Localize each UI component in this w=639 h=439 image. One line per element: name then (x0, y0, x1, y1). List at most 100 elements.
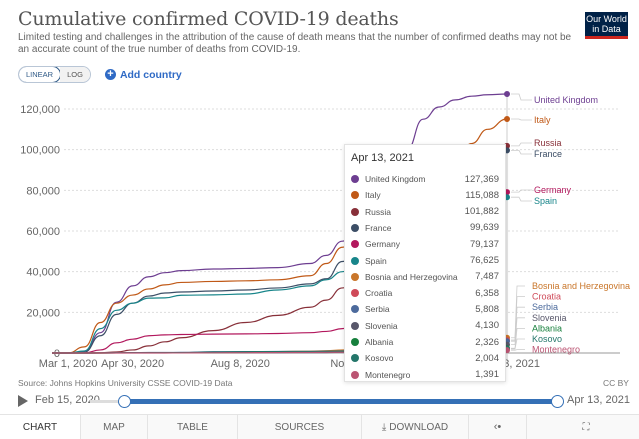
end-label-bosnia-and-herzegovina: Bosnia and Herzegovina (532, 281, 630, 291)
tooltip-value: 1,391 (475, 369, 499, 381)
tooltip-value: 4,130 (475, 320, 499, 332)
tab-download-label: DOWNLOAD (389, 421, 449, 433)
tooltip-country: France (365, 222, 392, 233)
legend-dot-icon (351, 272, 359, 281)
y-tick-label: 80,000 (26, 185, 60, 197)
tooltip-value: 2,004 (475, 352, 499, 364)
share-icon: ‹• (493, 421, 502, 433)
end-label-spain: Spain (534, 196, 557, 206)
tooltip-row: France 99,639 (351, 221, 499, 235)
end-label-connector (511, 317, 525, 346)
end-label-serbia: Serbia (532, 302, 558, 312)
fullscreen-icon: ⛶ (582, 421, 590, 433)
tab-table[interactable]: TABLE (147, 415, 237, 439)
legend-dot-icon (351, 354, 359, 363)
play-icon[interactable] (18, 395, 28, 407)
tab-map[interactable]: MAP (80, 415, 147, 439)
tooltip-row: Montenegro 1,391 (351, 368, 499, 382)
end-label-russia: Russia (534, 138, 562, 148)
end-label-united-kingdom: United Kingdom (534, 95, 598, 105)
fullscreen-button[interactable]: ⛶ (526, 415, 639, 439)
legend-dot-icon (351, 191, 359, 200)
tooltip-value: 5,808 (475, 303, 499, 315)
end-label-italy: Italy (534, 115, 551, 125)
end-label-connector (511, 338, 525, 350)
x-tick-label: Mar 1, 2020 (39, 358, 98, 370)
tab-bar: CHART MAP TABLE SOURCES ⤓ DOWNLOAD ‹• ⛶ (0, 414, 639, 439)
logo-line-1: Our World (586, 14, 627, 24)
legend-dot-icon (351, 338, 359, 346)
end-point-italy (504, 115, 510, 122)
y-tick-label: 60,000 (26, 226, 60, 238)
timeline-start-label: Feb 15, 2020 (35, 394, 100, 406)
end-label-connector (511, 349, 525, 351)
end-label-connector (511, 142, 532, 147)
y-tick-label: 100,000 (20, 145, 60, 157)
license-link[interactable]: CC BY (603, 378, 629, 388)
tooltip-value: 79,137 (469, 238, 499, 250)
tooltip-country: Italy (365, 190, 381, 201)
tooltip-country: Albania (365, 337, 394, 347)
tooltip-country: Montenegro (365, 369, 411, 380)
end-label-connector (511, 328, 525, 349)
add-country-button[interactable]: + Add country (104, 68, 182, 81)
legend-dot-icon (351, 207, 359, 216)
tooltip-country: Russia (365, 206, 391, 217)
series-line-united-kingdom (52, 93, 508, 354)
tooltip-country: Croatia (365, 288, 393, 299)
tooltip-country: United Kingdom (365, 174, 426, 184)
add-country-label: Add country (119, 68, 182, 81)
end-label-connector (511, 93, 532, 101)
scale-toggle: LINEAR LOG (18, 66, 91, 83)
tab-download[interactable]: ⤓ DOWNLOAD (361, 415, 468, 439)
timeline-end-label: Apr 13, 2021 (567, 394, 630, 406)
end-label-france: France (534, 149, 562, 159)
timeline-end-handle[interactable] (551, 395, 564, 408)
chart-subtitle: Limited testing and challenges in the at… (18, 32, 572, 55)
y-tick-label: 20,000 (26, 307, 60, 319)
share-button[interactable]: ‹• (468, 415, 526, 439)
tooltip-country: Germany (365, 239, 400, 250)
tooltip-row: Germany 79,137 (351, 237, 499, 251)
legend-dot-icon (351, 370, 359, 379)
end-label-albania: Albania (532, 323, 562, 333)
tooltip-row: Kosovo 2,004 (351, 351, 499, 365)
line-chart: 020,00040,00060,00080,000100,000120,000 … (20, 91, 630, 370)
download-icon: ⤓ (381, 421, 387, 433)
logo-line-2: in Data (592, 24, 621, 34)
tooltip-country: Serbia (365, 304, 390, 315)
end-label-germany: Germany (534, 185, 572, 195)
x-tick-label: Aug 8, 2020 (211, 358, 270, 370)
end-label-connector (511, 196, 532, 202)
tooltip-row: Italy 115,088 (351, 188, 499, 202)
tooltip-date: Apr 13, 2021 (351, 152, 414, 164)
legend-dot-icon (351, 223, 359, 232)
end-label-connector (511, 189, 532, 193)
tooltip-country: Spain (365, 255, 387, 266)
timeline-range-fill[interactable] (124, 399, 556, 404)
x-tick-label: Apr 30, 2020 (101, 358, 164, 370)
end-label-slovenia: Slovenia (532, 313, 567, 323)
plus-icon: + (104, 69, 116, 80)
log-button[interactable]: LOG (60, 67, 90, 82)
tooltip-value: 7,487 (475, 271, 499, 283)
end-label-connector (511, 296, 525, 341)
source-note[interactable]: Source: Johns Hopkins University CSSE CO… (18, 378, 233, 388)
end-point-united-kingdom (504, 91, 510, 98)
timeline-start-handle[interactable] (118, 395, 131, 408)
linear-button[interactable]: LINEAR (18, 67, 62, 82)
tooltip-value: 127,369 (464, 173, 499, 185)
y-tick-label: 120,000 (20, 104, 60, 116)
y-axis-labels: 0 20,000 40,000 60,000 80,000 100,000 120,000 (20, 104, 60, 360)
chart-title: Cumulative confirmed COVID-19 deaths (18, 8, 399, 30)
tab-chart[interactable]: CHART (0, 415, 80, 439)
tooltip-country: Bosnia and Herzegovina (365, 271, 458, 282)
chart-controls: LINEAR LOG + Add country (18, 66, 182, 83)
tooltip-value: 76,625 (469, 255, 499, 266)
owid-logo[interactable]: Our World in Data (585, 12, 628, 39)
tooltip-row: Slovenia 4,130 (351, 319, 499, 333)
tooltip-row: Russia 101,882 (351, 205, 499, 219)
legend-dot-icon (351, 175, 359, 183)
tab-sources[interactable]: SOURCES (237, 415, 361, 439)
